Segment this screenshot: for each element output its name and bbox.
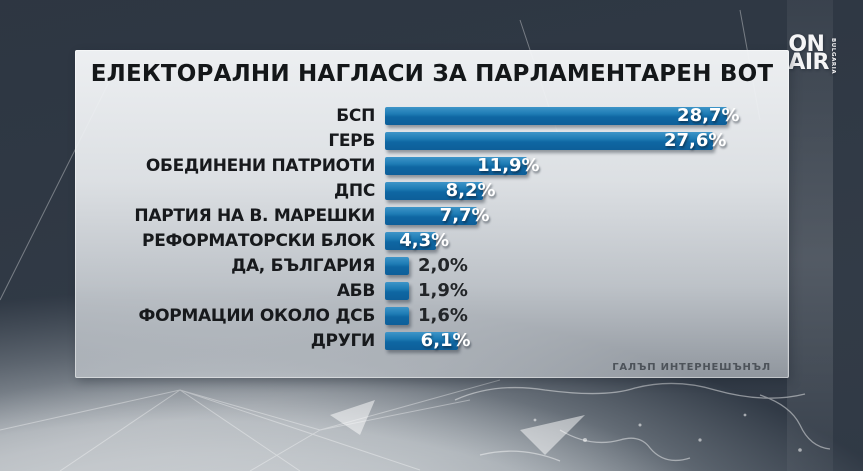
bar: 28,7% (385, 106, 740, 125)
bar-label: ДРУГИ (310, 331, 376, 351)
bar-track: 27,6% (385, 131, 726, 150)
bar: 27,6% (385, 131, 726, 150)
bar (385, 282, 409, 300)
logo-line-air: AIR (788, 49, 829, 75)
bar-value: 27,6% (663, 130, 727, 151)
onair-logo: ON AIR BULGARIA (788, 32, 836, 75)
chart-row: ДА, БЪЛГАРИЯ 2,0% (75, 254, 789, 279)
chart-row: ДПС 8,2% (75, 179, 789, 204)
bar-track: 1,6% (385, 306, 468, 325)
logo-line-on: ON (788, 32, 825, 57)
bar: 11,9% (385, 156, 540, 175)
bar: 7,7% (385, 206, 490, 225)
bar-value: 4,3% (399, 230, 450, 251)
bar-label: БСП (336, 106, 375, 126)
bar-label: ДПС (334, 181, 375, 201)
bar (385, 307, 409, 325)
bar-label: ГЕРБ (328, 131, 375, 151)
bar-value: 2,0% (418, 255, 468, 276)
bar-label: ОБЕДИНЕНИ ПАТРИОТИ (145, 156, 375, 176)
bar-value: 11,9% (477, 155, 540, 176)
background-light-band (787, 0, 833, 471)
bar: 4,3% (385, 231, 449, 250)
bar-label: ФОРМАЦИИ ОКОЛО ДСБ (138, 306, 376, 326)
chart-row: ГЕРБ 27,6% (75, 129, 789, 154)
bar-label: ПАРТИЯ НА В. МАРЕШКИ (134, 206, 375, 226)
bar-chart: БСП 28,7% ГЕРБ 27,6% ОБЕДИНЕНИ ПАТРИОТИ 11,9%… (75, 104, 789, 354)
bar-track: 1,9% (385, 281, 468, 300)
bar-value: 6,1% (420, 330, 471, 351)
bar-track: 6,1% (385, 331, 471, 350)
logo-bulgaria-vertical-text: BULGARIA (830, 38, 836, 75)
bar-track: 2,0% (385, 256, 468, 275)
bar-label: РЕФОРМАТОРСКИ БЛОК (142, 231, 375, 251)
bar-track: 7,7% (385, 206, 490, 225)
chart-row: РЕФОРМАТОРСКИ БЛОК 4,3% (75, 229, 789, 254)
bar-track: 28,7% (385, 106, 740, 125)
bar-label: АБВ (336, 281, 375, 301)
chart-row: ДРУГИ 6,1% (75, 329, 789, 354)
chart-row: ОБЕДИНЕНИ ПАТРИОТИ 11,9% (75, 154, 789, 179)
poll-panel: ЕЛЕКТОРАЛНИ НАГЛАСИ ЗА ПАРЛАМЕНТАРЕН ВОТ… (75, 50, 789, 378)
bar-track: 11,9% (385, 156, 540, 175)
bar-track: 4,3% (385, 231, 449, 250)
bar-value: 1,6% (418, 305, 468, 326)
chart-row: АБВ 1,9% (75, 279, 789, 304)
chart-row: ФОРМАЦИИ ОКОЛО ДСБ 1,6% (75, 304, 789, 329)
bar (385, 257, 409, 275)
onair-logo-text: ON AIR (788, 32, 829, 75)
chart-title: ЕЛЕКТОРАЛНИ НАГЛАСИ ЗА ПАРЛАМЕНТАРЕН ВОТ (90, 61, 774, 87)
bar-label: ДА, БЪЛГАРИЯ (231, 256, 375, 276)
bar: 8,2% (385, 181, 496, 200)
bar-value: 8,2% (445, 180, 496, 201)
chart-row: БСП 28,7% (75, 104, 789, 129)
bar-value: 7,7% (439, 205, 490, 226)
source-credit: ГАЛЪП ИНТЕРНЕШЪНЪЛ (612, 362, 771, 373)
bar-value: 1,9% (418, 280, 468, 301)
bar: 6,1% (385, 331, 471, 350)
bar-value: 28,7% (677, 105, 740, 126)
bar-track: 8,2% (385, 181, 496, 200)
chart-row: ПАРТИЯ НА В. МАРЕШКИ 7,7% (75, 204, 789, 229)
